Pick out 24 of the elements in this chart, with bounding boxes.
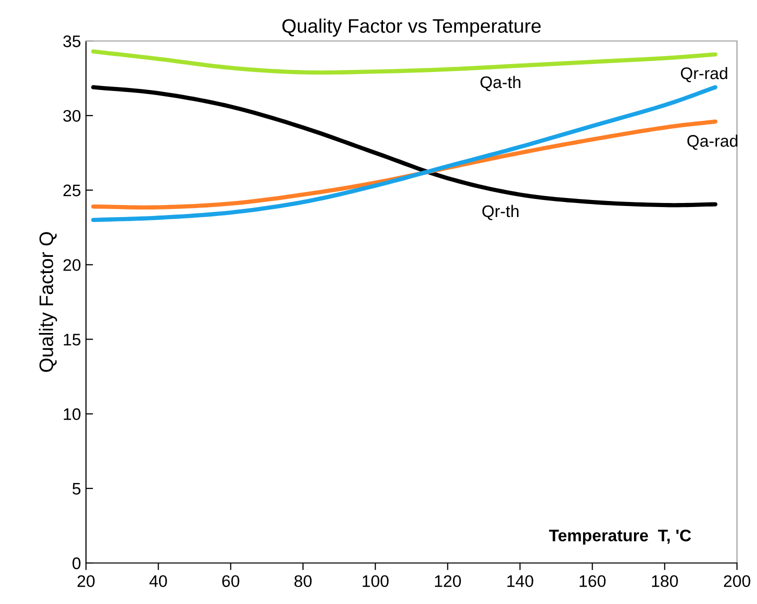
y-tick-label: 20 [63,259,80,271]
x-tick-label: 180 [652,575,678,588]
series-label: Qa-rad [687,134,738,150]
y-tick-label: 35 [63,35,80,48]
x-tick-label: 120 [435,575,461,588]
y-tick-label: 25 [63,184,80,196]
x-tick-label: 140 [507,575,534,588]
x-tick-label: 80 [294,575,312,588]
series-label: Qr-th [482,204,518,220]
y-tick-label: 0 [72,557,80,570]
chart-title: Quality Factor vs Temperature [282,18,541,37]
y-axis-title: Quality Factor Q [38,232,58,372]
x-tick-label: 200 [724,575,750,588]
x-tick-label: 100 [362,575,389,588]
series-label: Qa-th [480,76,520,92]
y-tick-label: 30 [63,110,80,122]
x-tick-label: 160 [580,575,606,588]
x-tick-label: 60 [222,575,240,588]
y-tick-label: 15 [64,334,80,346]
y-tick-label: 10 [64,408,80,420]
x-axis-title: Temperature T, 'C [549,530,691,545]
series-label: Qr-rad [680,66,728,82]
x-tick-label: 40 [149,575,167,588]
y-tick-label: 5 [72,483,80,495]
